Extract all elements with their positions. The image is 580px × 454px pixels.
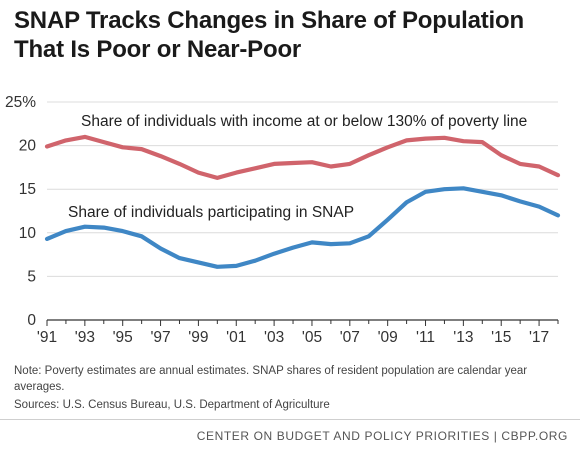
series-line-poverty: [44, 134, 561, 181]
x-tick-label: '01: [226, 329, 246, 346]
x-axis: '91 '93 '95 '97 '99 '01 '03 '05 '07 '09 '11 '13 '15 '…: [37, 319, 559, 346]
x-tick-label: '09: [378, 329, 398, 346]
series-lines: [44, 134, 561, 269]
chart-sources: Sources: U.S. Census Bureau, U.S. Depart…: [14, 399, 330, 411]
x-tick-label: '03: [264, 329, 284, 346]
x-tick-label: '07: [340, 329, 360, 346]
y-tick-label: 15: [19, 181, 36, 198]
y-tick-label: 0: [27, 312, 36, 329]
x-tick-label: '93: [75, 329, 95, 346]
series-label-snap: Share of individuals participating in SN…: [68, 204, 354, 221]
y-tick-label: 5: [27, 268, 36, 285]
y-tick-label: 25%: [5, 94, 36, 111]
series-label-poverty: Share of individuals with income at or b…: [81, 113, 527, 130]
x-tick-label: '99: [188, 329, 208, 346]
chart-title-line-2: That Is Poor or Near-Poor: [14, 36, 302, 63]
y-tick-label: 20: [19, 138, 37, 155]
y-tick-label: 10: [19, 225, 37, 242]
x-tick-label: '97: [150, 329, 170, 346]
chart-note: Note: Poverty estimates are annual estim…: [14, 365, 528, 393]
chart-title: SNAP Tracks Changes in Share of Populati…: [14, 6, 570, 64]
x-tick-label: '95: [113, 329, 133, 346]
x-tick-label: '15: [491, 329, 511, 346]
x-tick-label: '91: [37, 329, 57, 346]
y-axis-tick-labels: 25% 20 15 10 5 0: [5, 94, 36, 329]
x-tick-label: '17: [529, 329, 549, 346]
footer-divider: [0, 419, 580, 420]
footer-credit: CENTER ON BUDGET AND POLICY PRIORITIES |…: [196, 429, 568, 443]
x-tick-label: '11: [416, 329, 435, 346]
x-tick-label: '05: [302, 329, 322, 346]
x-tick-label: '13: [453, 329, 473, 346]
chart-title-line-1: SNAP Tracks Changes in Share of Populati…: [14, 7, 524, 34]
series-line-snap: [44, 186, 561, 269]
